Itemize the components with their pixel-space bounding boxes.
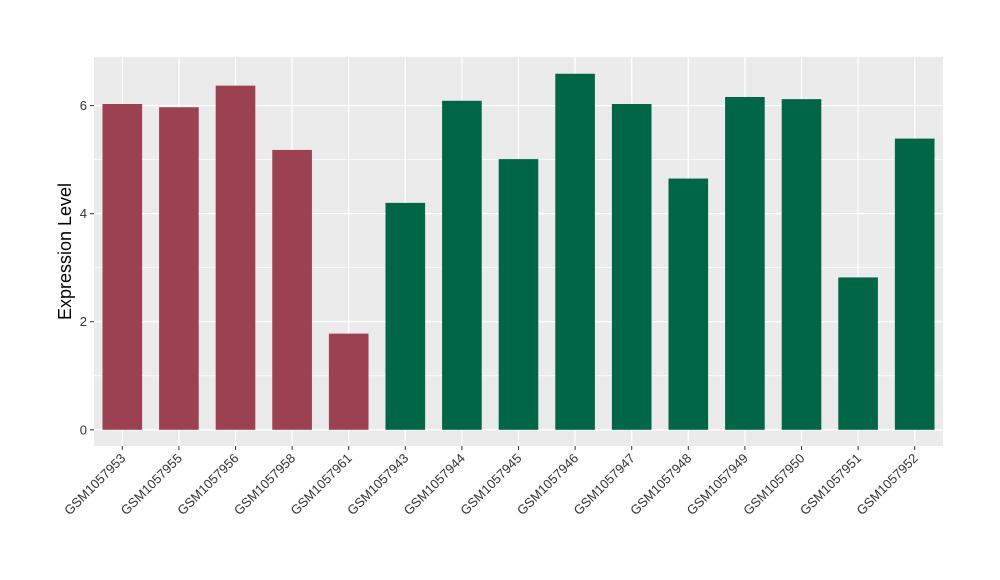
bar-GSM1057955 xyxy=(159,107,199,430)
y-tick-label: 2 xyxy=(80,314,87,329)
bars xyxy=(102,73,935,430)
bar-GSM1057961 xyxy=(328,333,369,430)
bar-GSM1057948 xyxy=(668,178,709,430)
x-axis: GSM1057953GSM1057955GSM1057956GSM1057958… xyxy=(61,446,921,518)
bar-GSM1057952 xyxy=(894,138,935,430)
bar-GSM1057951 xyxy=(838,277,878,430)
y-tick-label: 0 xyxy=(80,422,87,437)
bar-GSM1057956 xyxy=(215,85,256,430)
bar-GSM1057943 xyxy=(385,202,426,430)
bar-GSM1057946 xyxy=(555,73,595,430)
y-tick-label: 4 xyxy=(80,206,87,221)
y-tick-label: 6 xyxy=(80,98,87,113)
bar-GSM1057953 xyxy=(102,104,143,430)
y-axis-title: Expression Level xyxy=(55,183,75,320)
bar-GSM1057958 xyxy=(272,149,312,430)
bar-GSM1057947 xyxy=(611,104,652,430)
bar-GSM1057945 xyxy=(498,159,539,430)
bar-GSM1057944 xyxy=(442,100,482,430)
bar-GSM1057950 xyxy=(781,99,822,430)
y-axis: 0 2 4 6 xyxy=(80,98,94,437)
bar-GSM1057949 xyxy=(725,96,765,430)
